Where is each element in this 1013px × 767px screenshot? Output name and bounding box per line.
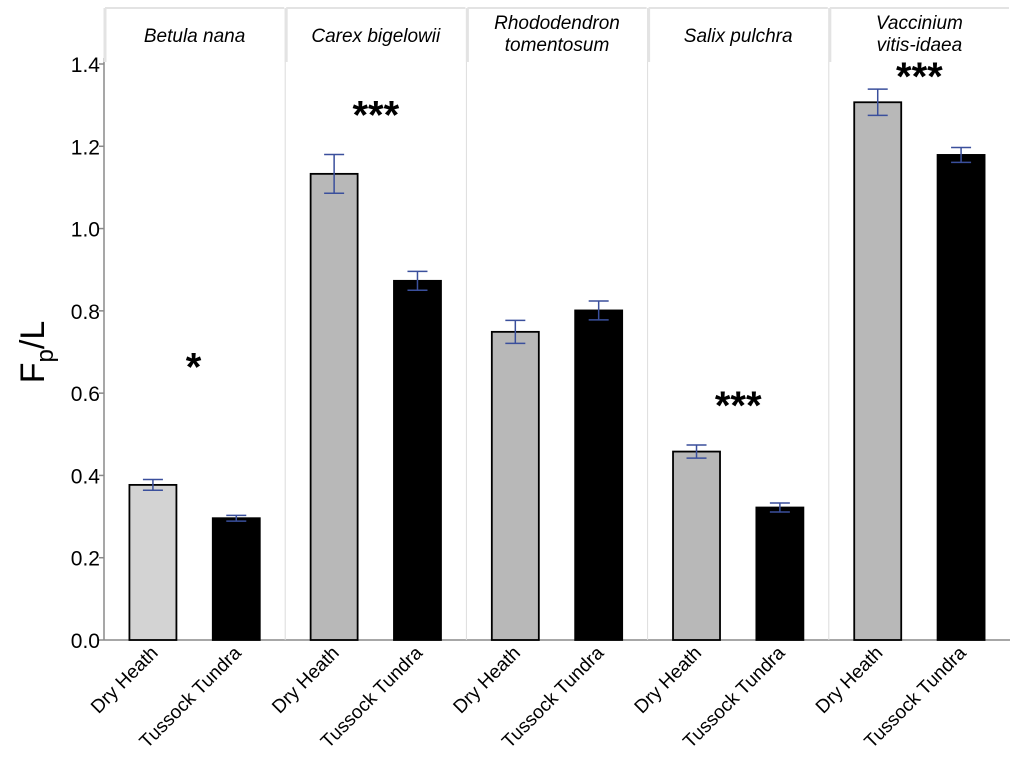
bar (490, 330, 540, 641)
panel-title: Betula nana (144, 26, 245, 47)
panel-strip (467, 8, 647, 62)
panel-strip (648, 8, 828, 62)
bar (574, 309, 624, 641)
panel-title: Salix pulchra (684, 26, 793, 47)
bar (672, 450, 721, 641)
y-tick-label: 0.2 (71, 548, 100, 571)
panel-title: tomentosum (505, 35, 610, 56)
y-tick-label: 1.4 (71, 54, 101, 77)
y-tick-label: 1.2 (71, 136, 100, 159)
panel-title: vitis-idaea (877, 35, 963, 56)
panel-title: Rhododendron (494, 13, 620, 34)
x-tick-label: Dry Heath (450, 643, 525, 718)
y-tick-label: 1.0 (71, 219, 100, 242)
x-tick-label: Dry Heath (268, 643, 343, 718)
significance-marker: *** (352, 94, 399, 138)
panel-strip (286, 8, 466, 62)
y-tick-label: 0.8 (71, 301, 100, 324)
y-axis-label: Fp/L (14, 321, 59, 384)
bar (936, 154, 986, 641)
bar (393, 279, 442, 641)
bar (128, 483, 178, 641)
y-tick-label: 0.4 (71, 465, 101, 488)
bar (309, 172, 359, 641)
panel-title: Carex bigelowii (311, 26, 441, 47)
bar (853, 101, 903, 641)
y-axis-label-tail: /L (14, 321, 52, 349)
x-tick-label: Dry Heath (87, 643, 162, 718)
y-axis-label-subscript: p (32, 349, 59, 362)
x-tick-label: Dry Heath (812, 643, 887, 718)
significance-marker: *** (715, 384, 762, 428)
panel-strip (829, 8, 1009, 62)
panel-strip (105, 8, 285, 62)
panel-title: Vaccinium (876, 13, 963, 34)
y-tick-label: 0.6 (71, 383, 100, 406)
bar (755, 506, 805, 641)
significance-marker: *** (896, 55, 943, 99)
significance-marker: * (186, 345, 202, 389)
y-tick-label: 0.0 (71, 630, 100, 653)
bar (211, 517, 261, 641)
y-axis-label-main: F (14, 362, 52, 383)
x-tick-label: Dry Heath (631, 643, 706, 718)
